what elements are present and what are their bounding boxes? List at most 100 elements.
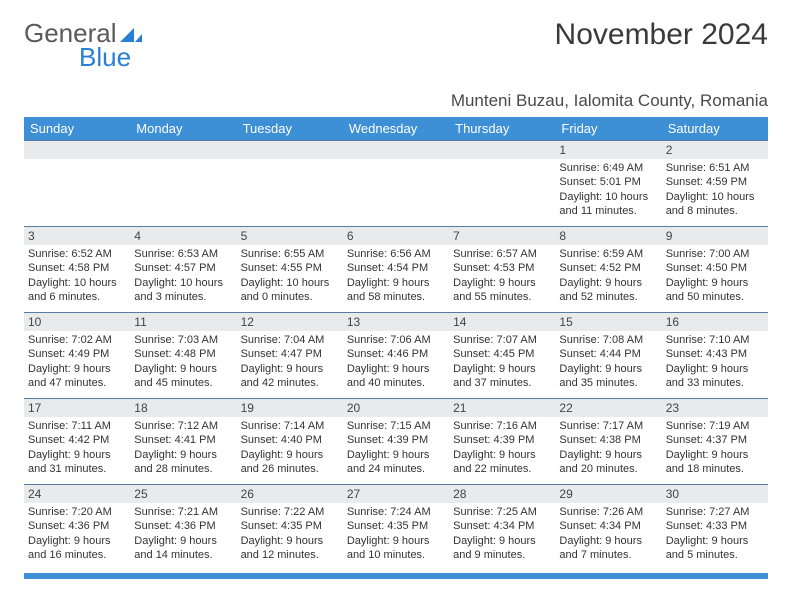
calendar-day-cell: 4Sunrise: 6:53 AMSunset: 4:57 PMDaylight… bbox=[130, 227, 236, 313]
day-number: 8 bbox=[555, 227, 661, 245]
calendar-day-cell: 17Sunrise: 7:11 AMSunset: 4:42 PMDayligh… bbox=[24, 399, 130, 485]
sunset-text: Sunset: 4:45 PM bbox=[453, 347, 551, 361]
day-details: Sunrise: 7:06 AMSunset: 4:46 PMDaylight:… bbox=[343, 331, 449, 394]
day-number: 13 bbox=[343, 313, 449, 331]
daylight-text: Daylight: 10 hours and 6 minutes. bbox=[28, 276, 126, 305]
day-details: Sunrise: 7:11 AMSunset: 4:42 PMDaylight:… bbox=[24, 417, 130, 480]
day-number: 23 bbox=[662, 399, 768, 417]
sunrise-text: Sunrise: 7:14 AM bbox=[241, 419, 339, 433]
calendar-day-cell: 21Sunrise: 7:16 AMSunset: 4:39 PMDayligh… bbox=[449, 399, 555, 485]
day-number: 28 bbox=[449, 485, 555, 503]
day-number: 10 bbox=[24, 313, 130, 331]
daylight-text: Daylight: 9 hours and 28 minutes. bbox=[134, 448, 232, 477]
day-number: 20 bbox=[343, 399, 449, 417]
day-details: Sunrise: 7:19 AMSunset: 4:37 PMDaylight:… bbox=[662, 417, 768, 480]
sunset-text: Sunset: 4:34 PM bbox=[453, 519, 551, 533]
day-details: Sunrise: 6:53 AMSunset: 4:57 PMDaylight:… bbox=[130, 245, 236, 308]
sunset-text: Sunset: 4:52 PM bbox=[559, 261, 657, 275]
calendar-day-cell bbox=[130, 141, 236, 227]
day-number bbox=[449, 141, 555, 159]
sunrise-text: Sunrise: 7:27 AM bbox=[666, 505, 764, 519]
day-number: 12 bbox=[237, 313, 343, 331]
day-details: Sunrise: 7:24 AMSunset: 4:35 PMDaylight:… bbox=[343, 503, 449, 566]
sunset-text: Sunset: 4:36 PM bbox=[28, 519, 126, 533]
sunrise-text: Sunrise: 6:51 AM bbox=[666, 161, 764, 175]
daylight-text: Daylight: 9 hours and 52 minutes. bbox=[559, 276, 657, 305]
day-number: 15 bbox=[555, 313, 661, 331]
sunset-text: Sunset: 4:35 PM bbox=[347, 519, 445, 533]
calendar-day-cell: 3Sunrise: 6:52 AMSunset: 4:58 PMDaylight… bbox=[24, 227, 130, 313]
day-details bbox=[343, 159, 449, 165]
calendar-day-cell: 19Sunrise: 7:14 AMSunset: 4:40 PMDayligh… bbox=[237, 399, 343, 485]
sunrise-text: Sunrise: 7:04 AM bbox=[241, 333, 339, 347]
day-details: Sunrise: 7:22 AMSunset: 4:35 PMDaylight:… bbox=[237, 503, 343, 566]
daylight-text: Daylight: 9 hours and 45 minutes. bbox=[134, 362, 232, 391]
calendar-day-cell: 20Sunrise: 7:15 AMSunset: 4:39 PMDayligh… bbox=[343, 399, 449, 485]
daylight-text: Daylight: 9 hours and 50 minutes. bbox=[666, 276, 764, 305]
day-details: Sunrise: 7:26 AMSunset: 4:34 PMDaylight:… bbox=[555, 503, 661, 566]
day-details: Sunrise: 7:02 AMSunset: 4:49 PMDaylight:… bbox=[24, 331, 130, 394]
day-number: 19 bbox=[237, 399, 343, 417]
sunrise-text: Sunrise: 7:24 AM bbox=[347, 505, 445, 519]
daylight-text: Daylight: 10 hours and 3 minutes. bbox=[134, 276, 232, 305]
day-number: 6 bbox=[343, 227, 449, 245]
calendar-week-row: 3Sunrise: 6:52 AMSunset: 4:58 PMDaylight… bbox=[24, 227, 768, 313]
daylight-text: Daylight: 9 hours and 20 minutes. bbox=[559, 448, 657, 477]
daylight-text: Daylight: 9 hours and 18 minutes. bbox=[666, 448, 764, 477]
day-details: Sunrise: 7:25 AMSunset: 4:34 PMDaylight:… bbox=[449, 503, 555, 566]
day-number: 16 bbox=[662, 313, 768, 331]
calendar-day-cell: 28Sunrise: 7:25 AMSunset: 4:34 PMDayligh… bbox=[449, 485, 555, 571]
day-details: Sunrise: 7:17 AMSunset: 4:38 PMDaylight:… bbox=[555, 417, 661, 480]
sunrise-text: Sunrise: 7:03 AM bbox=[134, 333, 232, 347]
day-details: Sunrise: 6:56 AMSunset: 4:54 PMDaylight:… bbox=[343, 245, 449, 308]
day-number bbox=[24, 141, 130, 159]
day-details bbox=[130, 159, 236, 165]
sunrise-text: Sunrise: 6:49 AM bbox=[559, 161, 657, 175]
daylight-text: Daylight: 9 hours and 37 minutes. bbox=[453, 362, 551, 391]
sunrise-text: Sunrise: 7:11 AM bbox=[28, 419, 126, 433]
day-details bbox=[24, 159, 130, 165]
calendar-body: 1Sunrise: 6:49 AMSunset: 5:01 PMDaylight… bbox=[24, 141, 768, 571]
day-details: Sunrise: 7:00 AMSunset: 4:50 PMDaylight:… bbox=[662, 245, 768, 308]
sunrise-text: Sunrise: 6:55 AM bbox=[241, 247, 339, 261]
sunset-text: Sunset: 4:50 PM bbox=[666, 261, 764, 275]
footer-bar bbox=[24, 573, 768, 579]
daylight-text: Daylight: 9 hours and 22 minutes. bbox=[453, 448, 551, 477]
calendar-day-cell: 29Sunrise: 7:26 AMSunset: 4:34 PMDayligh… bbox=[555, 485, 661, 571]
daylight-text: Daylight: 9 hours and 5 minutes. bbox=[666, 534, 764, 563]
day-details: Sunrise: 6:59 AMSunset: 4:52 PMDaylight:… bbox=[555, 245, 661, 308]
calendar-day-cell: 15Sunrise: 7:08 AMSunset: 4:44 PMDayligh… bbox=[555, 313, 661, 399]
day-number: 24 bbox=[24, 485, 130, 503]
day-number: 26 bbox=[237, 485, 343, 503]
sunrise-text: Sunrise: 7:17 AM bbox=[559, 419, 657, 433]
day-details: Sunrise: 7:04 AMSunset: 4:47 PMDaylight:… bbox=[237, 331, 343, 394]
calendar-day-cell: 7Sunrise: 6:57 AMSunset: 4:53 PMDaylight… bbox=[449, 227, 555, 313]
sunset-text: Sunset: 4:34 PM bbox=[559, 519, 657, 533]
weekday-monday: Monday bbox=[130, 117, 236, 141]
weekday-thursday: Thursday bbox=[449, 117, 555, 141]
daylight-text: Daylight: 9 hours and 40 minutes. bbox=[347, 362, 445, 391]
sunset-text: Sunset: 4:41 PM bbox=[134, 433, 232, 447]
sunset-text: Sunset: 4:42 PM bbox=[28, 433, 126, 447]
sunrise-text: Sunrise: 6:59 AM bbox=[559, 247, 657, 261]
day-details: Sunrise: 7:21 AMSunset: 4:36 PMDaylight:… bbox=[130, 503, 236, 566]
sunrise-text: Sunrise: 7:00 AM bbox=[666, 247, 764, 261]
sail-icon bbox=[120, 28, 142, 42]
day-details: Sunrise: 7:15 AMSunset: 4:39 PMDaylight:… bbox=[343, 417, 449, 480]
sunrise-text: Sunrise: 7:15 AM bbox=[347, 419, 445, 433]
sunrise-text: Sunrise: 7:16 AM bbox=[453, 419, 551, 433]
weekday-header-row: Sunday Monday Tuesday Wednesday Thursday… bbox=[24, 117, 768, 141]
calendar-week-row: 24Sunrise: 7:20 AMSunset: 4:36 PMDayligh… bbox=[24, 485, 768, 571]
calendar-day-cell bbox=[449, 141, 555, 227]
calendar-day-cell bbox=[343, 141, 449, 227]
daylight-text: Daylight: 9 hours and 12 minutes. bbox=[241, 534, 339, 563]
day-number: 29 bbox=[555, 485, 661, 503]
daylight-text: Daylight: 9 hours and 7 minutes. bbox=[559, 534, 657, 563]
sunrise-text: Sunrise: 7:25 AM bbox=[453, 505, 551, 519]
day-number: 21 bbox=[449, 399, 555, 417]
day-details: Sunrise: 7:16 AMSunset: 4:39 PMDaylight:… bbox=[449, 417, 555, 480]
daylight-text: Daylight: 9 hours and 26 minutes. bbox=[241, 448, 339, 477]
day-details bbox=[237, 159, 343, 165]
day-number: 18 bbox=[130, 399, 236, 417]
day-number bbox=[237, 141, 343, 159]
